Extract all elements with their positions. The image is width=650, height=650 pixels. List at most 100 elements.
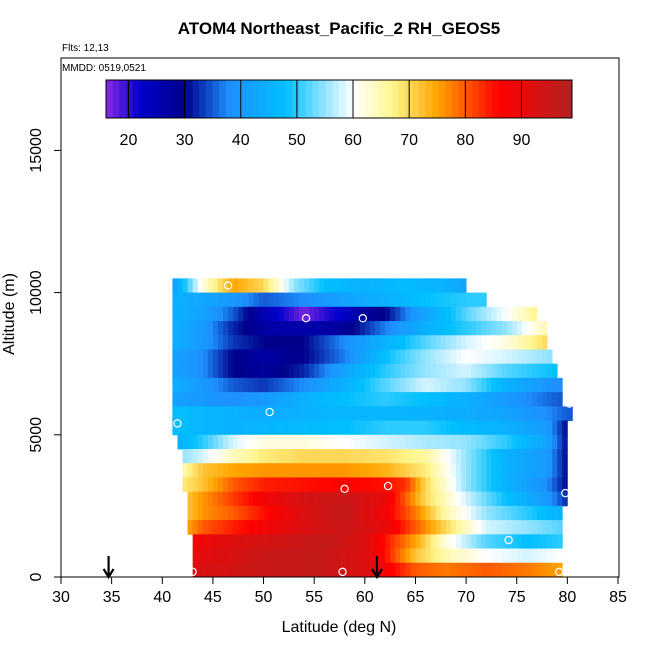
- heatmap-cell: [450, 335, 457, 350]
- heatmap-cell: [390, 349, 396, 365]
- heatmap-cell: [385, 505, 391, 521]
- heatmap-cell: [405, 463, 411, 478]
- heatmap-cell: [172, 406, 178, 421]
- heatmap-cell: [228, 520, 234, 535]
- heatmap-cell: [420, 321, 426, 336]
- heatmap-cell: [415, 392, 421, 407]
- heatmap-cell: [542, 562, 548, 578]
- y-tick-label: 15000: [28, 128, 45, 173]
- heatmap-cell: [339, 463, 345, 478]
- heatmap-cell: [542, 420, 548, 436]
- heatmap-cell: [491, 548, 497, 564]
- heatmap-cell: [217, 392, 224, 407]
- heatmap-cell: [562, 434, 568, 450]
- heatmap-cell: [228, 449, 234, 464]
- heatmap-cell: [445, 562, 452, 578]
- heatmap-cell: [293, 520, 300, 535]
- heatmap-cell: [486, 463, 492, 478]
- heatmap-cell: [288, 321, 295, 336]
- heatmap-cell: [268, 520, 275, 535]
- heatmap-cell: [430, 406, 437, 421]
- heatmap-cell: [430, 420, 437, 436]
- heatmap-cell: [364, 505, 371, 521]
- heatmap-cell: [339, 335, 345, 350]
- heatmap-cell: [263, 449, 270, 464]
- date-note: MMDD: 0519,0521: [62, 63, 146, 74]
- heatmap-cell: [435, 505, 442, 521]
- heatmap-cell: [496, 449, 502, 464]
- heatmap-cell: [486, 520, 492, 535]
- heatmap-cell: [395, 463, 401, 478]
- heatmap-cell: [385, 392, 391, 407]
- heatmap-cell: [319, 548, 325, 564]
- heatmap-cell: [410, 321, 416, 336]
- colorbar-segment: [512, 80, 520, 118]
- heatmap-cell: [440, 278, 447, 293]
- heatmap-cell: [400, 562, 406, 578]
- heatmap-cell: [263, 392, 270, 407]
- heatmap-cell: [420, 420, 426, 436]
- heatmap-cell: [547, 363, 553, 379]
- heatmap-cell: [425, 377, 432, 393]
- heatmap-cell: [430, 434, 437, 450]
- heatmap-cell: [202, 520, 209, 535]
- heatmap-cell: [202, 420, 209, 436]
- heatmap-cell: [243, 491, 249, 507]
- heatmap-cell: [293, 434, 300, 450]
- heatmap-cell: [471, 292, 477, 308]
- heatmap-cell: [293, 420, 300, 436]
- heatmap-cell: [192, 491, 199, 507]
- heatmap-cell: [511, 306, 518, 322]
- heatmap-cell: [374, 377, 381, 393]
- heatmap-cell: [217, 335, 224, 350]
- heatmap-cell: [202, 562, 209, 578]
- heatmap-cell: [395, 321, 401, 336]
- heatmap-cell: [420, 449, 426, 464]
- colorbar-segment: [292, 80, 300, 118]
- heatmap-cell: [481, 491, 487, 507]
- heatmap-cell: [440, 392, 447, 407]
- heatmap-cell: [223, 306, 229, 322]
- heatmap-cell: [511, 477, 518, 493]
- heatmap-cell: [329, 363, 335, 379]
- heatmap-cell: [420, 349, 426, 365]
- heatmap-cell: [354, 477, 361, 493]
- heatmap-cell: [344, 463, 351, 478]
- heatmap-cell: [501, 377, 507, 393]
- heatmap-cell: [248, 406, 254, 421]
- colorbar-segment: [145, 80, 154, 118]
- heatmap-cell: [471, 306, 477, 322]
- heatmap-cell: [547, 449, 553, 464]
- heatmap-cell: [258, 562, 264, 578]
- heatmap-cell: [172, 335, 178, 350]
- heatmap-cell: [491, 306, 497, 322]
- heatmap-cell: [314, 392, 320, 407]
- observation-point: [188, 567, 197, 577]
- heatmap-cell: [506, 306, 513, 322]
- heatmap-cell: [273, 548, 280, 564]
- heatmap-cell: [405, 477, 411, 493]
- heatmap-cell: [506, 520, 513, 535]
- heatmap-cell: [359, 392, 366, 407]
- heatmap-cell: [243, 377, 249, 393]
- heatmap-cell: [536, 406, 543, 421]
- heatmap-cell: [248, 306, 254, 322]
- heatmap-cell: [349, 321, 356, 336]
- heatmap-cell: [455, 363, 462, 379]
- heatmap-cell: [420, 548, 426, 564]
- heatmap-cell: [410, 306, 416, 322]
- heatmap-cell: [531, 477, 538, 493]
- heatmap-cell: [374, 534, 381, 549]
- heatmap-cell: [349, 278, 356, 293]
- heatmap-cell: [233, 335, 239, 350]
- heatmap-cell: [212, 534, 219, 549]
- heatmap-cell: [217, 292, 224, 308]
- heatmap-cell: [476, 534, 482, 549]
- heatmap-cell: [521, 477, 528, 493]
- heatmap-cell: [293, 292, 300, 308]
- heatmap-cell: [405, 520, 411, 535]
- heatmap-cell: [445, 520, 452, 535]
- heatmap-cell: [212, 292, 219, 308]
- heatmap-cell: [450, 548, 457, 564]
- heatmap-cell: [172, 278, 178, 293]
